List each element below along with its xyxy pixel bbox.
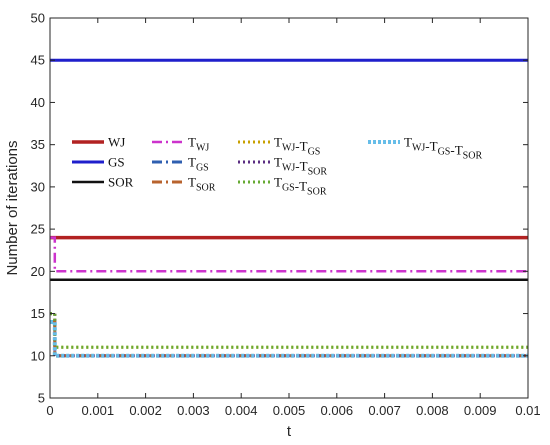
x-tick-label: 0.01 xyxy=(515,403,540,418)
axis-ticks: 0 0.001 0.002 0.003 0.004 0.005 0.006 0.007 0.00… xyxy=(31,11,541,419)
legend-label: TWJ-TSOR xyxy=(274,155,327,178)
x-tick-label: 0.002 xyxy=(129,403,162,418)
y-tick-label: 45 xyxy=(31,53,45,68)
x-tick-label: 0 xyxy=(46,403,53,418)
x-tick-label: 0.009 xyxy=(464,403,497,418)
legend-label: TWJ-TGS-TSOR xyxy=(404,135,482,162)
y-tick-label: 15 xyxy=(31,306,45,321)
series-line xyxy=(50,320,528,358)
y-tick-label: 50 xyxy=(31,11,45,26)
legend-label: WJ xyxy=(108,135,125,150)
y-tick-label: 40 xyxy=(31,95,45,110)
plot-frame xyxy=(49,17,529,399)
series-line xyxy=(50,312,528,349)
legend-label: TGS-TSOR xyxy=(274,175,327,198)
series-line xyxy=(50,320,528,358)
x-tick-label: 0.004 xyxy=(225,403,258,418)
legend-label: TWJ xyxy=(188,135,209,154)
legend-label: TGS xyxy=(188,155,209,174)
x-tick-label: 0.005 xyxy=(273,403,306,418)
y-tick-label: 35 xyxy=(31,137,45,152)
x-axis-label: t xyxy=(287,423,292,440)
y-tick-label: 10 xyxy=(31,348,45,363)
x-tick-label: 0.006 xyxy=(321,403,354,418)
x-tick-label: 0.003 xyxy=(177,403,210,418)
y-tick-label: 25 xyxy=(31,222,45,237)
series-line xyxy=(50,236,528,273)
series-line xyxy=(50,312,528,349)
y-axis-label: Number of iterations xyxy=(4,140,21,275)
y-tick-label: 20 xyxy=(31,264,45,279)
legend-background xyxy=(68,130,516,194)
legend-label: GS xyxy=(108,155,125,170)
y-tick-label: 5 xyxy=(38,391,45,406)
plot-lines xyxy=(50,58,528,358)
y-tick-label: 30 xyxy=(31,179,45,194)
legend-label: SOR xyxy=(108,175,134,190)
x-tick-label: 0.007 xyxy=(368,403,401,418)
legend-label: TWJ-TGS xyxy=(274,135,320,158)
x-tick-label: 0.008 xyxy=(416,403,449,418)
legend-label: TSOR xyxy=(188,175,216,194)
series-line xyxy=(50,320,528,358)
x-tick-label: 0.001 xyxy=(82,403,115,418)
series-line xyxy=(50,312,528,358)
